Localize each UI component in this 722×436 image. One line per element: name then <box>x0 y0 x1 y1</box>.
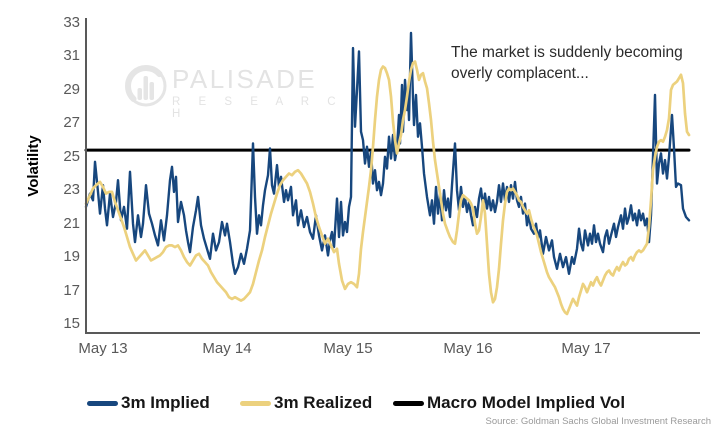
x-tick-label: May 13 <box>78 340 128 357</box>
legend-item-macro: Macro Model Implied Vol <box>393 393 626 412</box>
x-tick-label: May 15 <box>323 340 373 357</box>
y-tick-label: 23 <box>63 181 80 199</box>
y-tick-label: 27 <box>63 114 80 132</box>
watermark: PALISADE R E S E A R C H <box>123 62 343 120</box>
watermark-text: PALISADE R E S E A R C H <box>172 64 343 120</box>
chart-annotation: The market is suddenly becoming overly c… <box>451 44 683 82</box>
y-tick-label: 21 <box>63 214 80 232</box>
legend-label-macro: Macro Model Implied Vol <box>427 393 626 412</box>
x-tick-label: May 16 <box>443 340 493 357</box>
implied-line-swatch <box>87 400 118 406</box>
x-tick-label: May 17 <box>561 340 611 357</box>
y-tick-label: 31 <box>63 47 80 65</box>
y-tick-label: 17 <box>63 281 80 299</box>
legend-item-realized: 3m Realized <box>240 393 373 412</box>
y-tick-label: 15 <box>63 315 80 332</box>
macro-line-swatch <box>393 400 424 406</box>
legend-label-implied: 3m Implied <box>121 393 210 412</box>
source-credit: Source: Goldman Sachs Global Investment … <box>485 416 711 427</box>
watermark-name: PALISADE <box>172 64 318 94</box>
x-tick-label: May 14 <box>202 340 252 357</box>
legend-item-implied: 3m Implied <box>87 393 210 412</box>
realized-line-swatch <box>240 400 271 406</box>
watermark-subname: R E S E A R C H <box>172 96 343 120</box>
implied-series-line <box>84 31 691 275</box>
y-tick-label: 19 <box>63 248 80 266</box>
palisade-logo-icon <box>125 65 167 107</box>
y-tick-label: 25 <box>63 147 80 165</box>
y-tick-label: 29 <box>63 80 80 98</box>
realized-series-line <box>84 60 691 316</box>
legend-label-realized: 3m Realized <box>274 393 373 412</box>
y-tick-label: 33 <box>63 14 80 31</box>
